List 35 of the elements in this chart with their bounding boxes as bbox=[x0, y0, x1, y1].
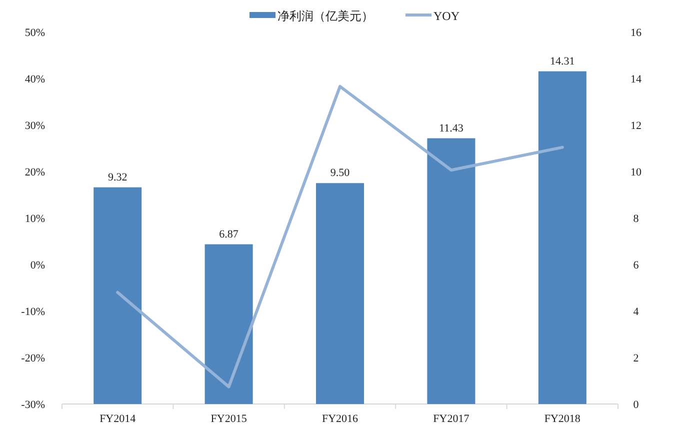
x-tick-label: FY2016 bbox=[322, 413, 359, 425]
y-tick-label: -30% bbox=[21, 399, 45, 411]
y-tick-label: 30% bbox=[24, 120, 45, 132]
legend-label: YOY bbox=[434, 9, 460, 23]
y2-tick-label: 6 bbox=[633, 260, 640, 272]
bar bbox=[204, 244, 253, 404]
y-tick-label: 10% bbox=[24, 213, 45, 225]
x-tick-label: FY2018 bbox=[544, 413, 581, 425]
y2-tick-label: 12 bbox=[630, 120, 642, 132]
y2-tick-label: 2 bbox=[633, 352, 639, 364]
data-label: 9.32 bbox=[108, 171, 128, 184]
y2-tick-label: 4 bbox=[633, 306, 640, 318]
data-label: 6.87 bbox=[219, 228, 239, 240]
y-tick-label: 0% bbox=[30, 260, 45, 272]
x-tick-label: FY2015 bbox=[210, 413, 248, 425]
data-label: 14.31 bbox=[550, 55, 575, 68]
y2-tick-label: 14 bbox=[630, 74, 642, 86]
data-label: 9.50 bbox=[330, 167, 350, 180]
bar bbox=[94, 187, 142, 404]
bar bbox=[427, 138, 476, 404]
y2-tick-label: 10 bbox=[630, 166, 642, 178]
y-tick-label: 50% bbox=[24, 27, 45, 39]
y2-tick-label: 16 bbox=[630, 27, 642, 39]
x-tick-label: FY2014 bbox=[100, 413, 136, 425]
y-tick-label: -20% bbox=[21, 352, 45, 364]
data-label: 11.43 bbox=[439, 122, 464, 134]
legend-label: 净利润（亿美元） bbox=[278, 9, 374, 23]
bar bbox=[316, 183, 364, 404]
x-tick-label: FY2017 bbox=[433, 413, 470, 425]
bar bbox=[538, 71, 586, 404]
y2-tick-label: 8 bbox=[633, 213, 640, 225]
y-tick-label: 20% bbox=[24, 166, 45, 178]
y2-tick-label: 0 bbox=[633, 399, 640, 411]
y-tick-label: 40% bbox=[24, 74, 45, 86]
y-tick-label: -10% bbox=[21, 306, 45, 318]
